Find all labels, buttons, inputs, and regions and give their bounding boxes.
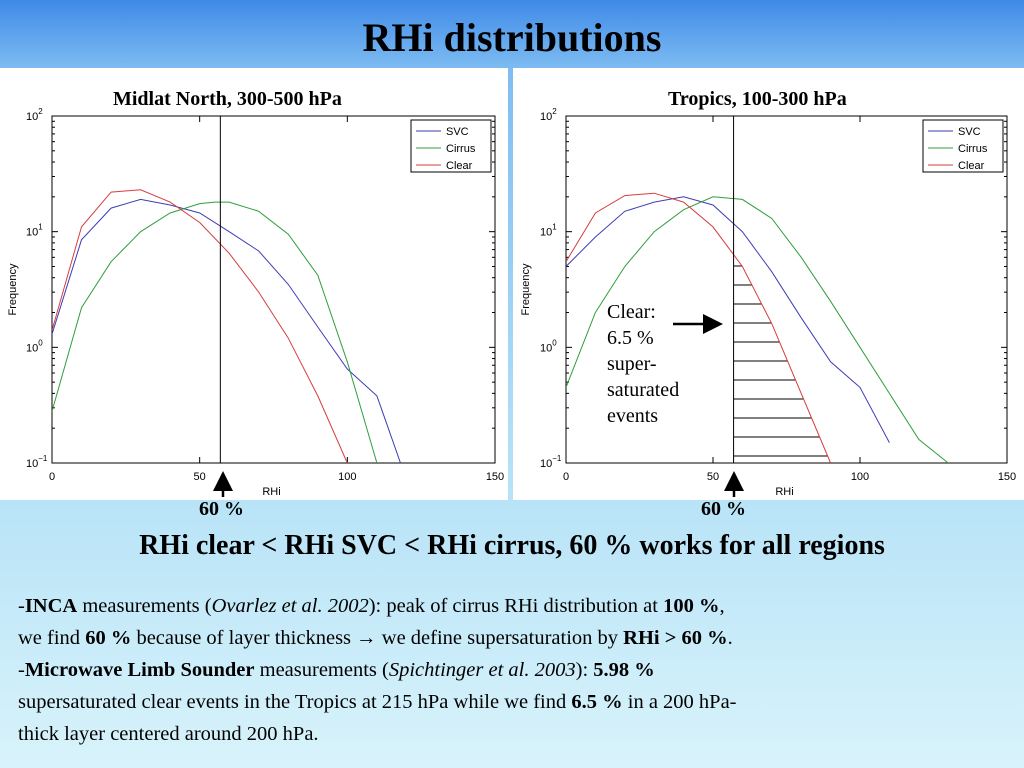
annotation-line-4: saturated <box>607 379 680 401</box>
y-tick-label: 100 <box>540 338 557 354</box>
y-tick-label: 10−1 <box>26 454 48 470</box>
tick-base: 10 <box>540 111 552 123</box>
bullet-2-line-3: thick layer centered around 200 hPa. <box>18 723 319 745</box>
x-tick-label: 50 <box>707 471 719 483</box>
text: ): peak of cirrus RHi distribution at <box>368 595 664 617</box>
tick-base: 10 <box>540 227 552 239</box>
y-tick-label: 100 <box>26 338 43 354</box>
text: measurements ( <box>254 659 389 681</box>
bold-value: RHi > 60 % <box>623 627 728 649</box>
series-line-cirrus <box>566 196 949 463</box>
series-line-cirrus <box>52 201 378 463</box>
citation-spichtinger: Spichtinger et al. 2003 <box>388 659 576 681</box>
y-tick-label: 102 <box>26 107 43 123</box>
inca-bold: INCA <box>24 595 78 617</box>
tick-base: 10 <box>26 111 38 123</box>
x-tick-label: 50 <box>194 471 206 483</box>
text: . <box>727 627 733 649</box>
x-tick-label: 0 <box>563 471 569 483</box>
plot-frame <box>565 115 1008 464</box>
text: supersaturated clear events in the Tropi… <box>18 691 572 713</box>
dash: - <box>18 595 25 617</box>
legend-label: Clear <box>958 160 985 172</box>
mls-bold: Microwave Limb Sounder <box>24 659 255 681</box>
legend-box <box>410 119 492 173</box>
series-line-svc <box>566 196 890 443</box>
tick-base: 10 <box>26 458 38 470</box>
x-tick-label: 100 <box>338 471 356 483</box>
bullet-1-line-2: we find 60 % because of layer thickness … <box>18 622 1008 654</box>
marker-label-left: 60 % <box>199 498 244 520</box>
x-tick-label: 150 <box>998 471 1016 483</box>
legend-label: Cirrus <box>446 143 476 155</box>
chart-panel-left: 10−1 100 101 102 0 50 100 150 RHi Frequency SVC Cir… <box>0 68 508 500</box>
chart-title-right: Tropics, 100-300 hPa <box>668 88 847 110</box>
marker-label-right: 60 % <box>701 498 746 520</box>
text: because of layer thickness → we define s… <box>131 627 624 649</box>
clear-annotation: Clear: 6.5 % super- saturated events <box>607 299 679 429</box>
annotation-line-3: super- <box>607 353 657 375</box>
series-line-clear <box>52 189 348 463</box>
x-tick-label: 0 <box>49 471 55 483</box>
x-tick-label: 150 <box>486 471 504 483</box>
tick-exp: 2 <box>38 107 43 116</box>
x-tick-label: 100 <box>851 471 869 483</box>
series-group <box>566 192 949 463</box>
bold-value: 6.5 % <box>571 691 623 713</box>
legend-label: Cirrus <box>958 143 988 155</box>
hatch-group <box>733 265 828 457</box>
tick-base: 10 <box>540 342 552 354</box>
y-tick-label: 101 <box>26 223 43 239</box>
tick-exp: 1 <box>552 223 557 232</box>
plot-frame <box>51 115 496 464</box>
y-axis-label: Frequency <box>520 263 532 315</box>
tick-exp: 0 <box>38 338 43 347</box>
text: we find <box>18 627 86 649</box>
headline: RHi clear < RHi SVC < RHi cirrus, 60 % w… <box>139 530 885 561</box>
legend-box <box>922 119 1004 173</box>
bullet-1-line-1: -INCA measurements (Ovarlez et al. 2002)… <box>18 590 1008 622</box>
series-group <box>52 189 401 463</box>
bullet-2-line-1: -Microwave Limb Sounder measurements (Sp… <box>18 654 1008 686</box>
series-line-svc <box>52 198 401 463</box>
citation-ovarlez: Ovarlez et al. 2002 <box>211 595 369 617</box>
tick-base: 10 <box>26 227 38 239</box>
x-axis-label: RHi <box>262 486 280 498</box>
text: measurements ( <box>77 595 212 617</box>
tick-exp: 0 <box>552 338 557 347</box>
bullet-2-line-2: supersaturated clear events in the Tropi… <box>18 686 1008 718</box>
x-axis-label: RHi <box>775 486 793 498</box>
body-text: -INCA measurements (Ovarlez et al. 2002)… <box>18 590 1008 750</box>
y-tick-label: 102 <box>540 107 557 123</box>
tick-exp: −1 <box>552 454 562 463</box>
tick-base: 10 <box>540 458 552 470</box>
annotation-line-5: events <box>607 405 659 427</box>
annotation-line-2: 6.5 % <box>607 327 654 349</box>
tick-exp: −1 <box>38 454 48 463</box>
bold-value: 100 % <box>663 595 720 617</box>
dash: - <box>18 659 25 681</box>
chart-panel-right: 10−1 100 101 102 0 50 100 150 RHi Frequency SVC Cir… <box>513 68 1024 500</box>
text: ): <box>575 659 594 681</box>
y-axis-label: Frequency <box>7 263 19 315</box>
chart-title-left: Midlat North, 300-500 hPa <box>113 88 342 110</box>
text: , <box>719 595 725 617</box>
legend-label: SVC <box>958 126 981 138</box>
tick-exp: 1 <box>38 223 43 232</box>
bold-value: 60 % <box>85 627 132 649</box>
tick-base: 10 <box>26 342 38 354</box>
bold-value: 5.98 % <box>593 659 655 681</box>
legend-label: Clear <box>446 160 473 172</box>
annotation-line-1: Clear: <box>607 301 656 323</box>
y-tick-label: 101 <box>540 223 557 239</box>
tick-exp: 2 <box>552 107 557 116</box>
y-tick-label: 10−1 <box>540 454 562 470</box>
text: in a 200 hPa- <box>622 691 737 713</box>
series-line-clear <box>566 192 832 463</box>
legend-label: SVC <box>446 126 469 138</box>
slide-title: RHi distributions <box>362 15 662 60</box>
